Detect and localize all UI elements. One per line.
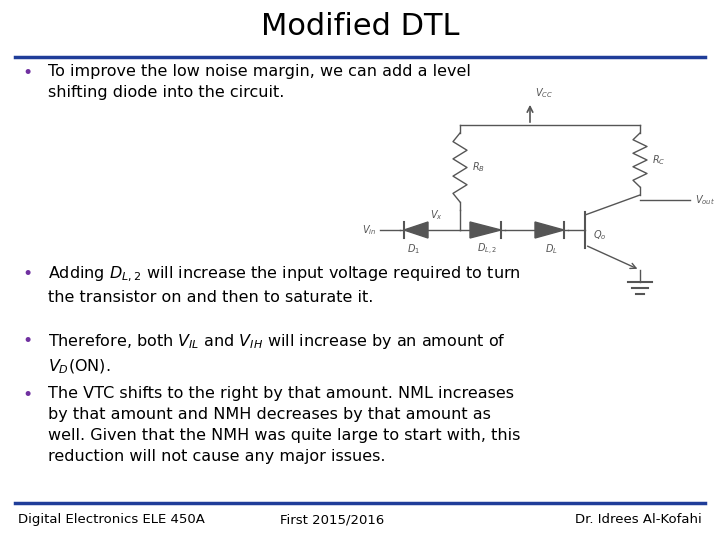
Text: Therefore, both $V_{IL}$ and $V_{IH}$ will increase by an amount of
$V_D$(ON).: Therefore, both $V_{IL}$ and $V_{IH}$ wi… — [48, 332, 505, 376]
Text: $V_{out}$: $V_{out}$ — [695, 193, 715, 207]
Text: First 2015/2016: First 2015/2016 — [280, 513, 384, 526]
Text: $D_{L,2}$: $D_{L,2}$ — [477, 242, 498, 257]
Text: $V_x$: $V_x$ — [430, 208, 442, 222]
Text: •: • — [22, 64, 32, 82]
Text: Dr. Idrees Al-Kofahi: Dr. Idrees Al-Kofahi — [575, 513, 702, 526]
Polygon shape — [470, 222, 501, 238]
Text: $Q_o$: $Q_o$ — [593, 228, 606, 242]
Text: $D_1$: $D_1$ — [408, 242, 420, 256]
Text: $V_{CC}$: $V_{CC}$ — [535, 86, 553, 100]
Polygon shape — [535, 222, 564, 238]
Text: The VTC shifts to the right by that amount. NML increases
by that amount and NMH: The VTC shifts to the right by that amou… — [48, 386, 521, 464]
Polygon shape — [404, 222, 428, 238]
Text: $D_L$: $D_L$ — [545, 242, 558, 256]
Text: $R_B$: $R_B$ — [472, 160, 485, 174]
Text: Adding $D_{L,2}$ will increase the input voltage required to turn
the transistor: Adding $D_{L,2}$ will increase the input… — [48, 265, 521, 305]
Text: To improve the low noise margin, we can add a level
shifting diode into the circ: To improve the low noise margin, we can … — [48, 64, 471, 100]
Text: •: • — [22, 332, 32, 350]
Text: •: • — [22, 265, 32, 282]
Text: Digital Electronics ELE 450A: Digital Electronics ELE 450A — [18, 513, 205, 526]
Text: $R_C$: $R_C$ — [652, 153, 665, 167]
Text: •: • — [22, 386, 32, 404]
Text: $V_{in}$: $V_{in}$ — [361, 223, 376, 237]
Text: Modified DTL: Modified DTL — [261, 12, 459, 41]
